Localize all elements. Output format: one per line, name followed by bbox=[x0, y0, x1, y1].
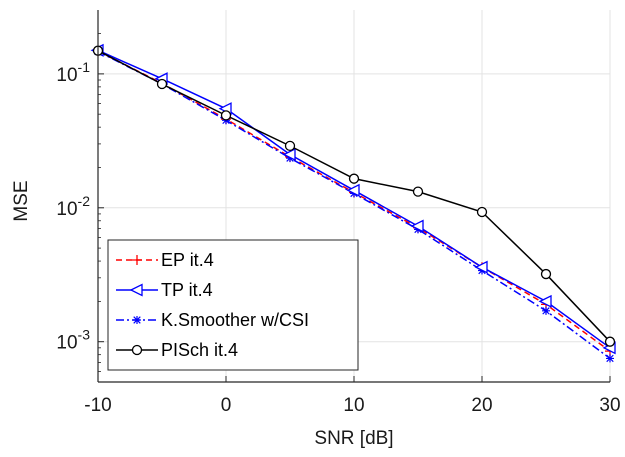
y-tick-label: 10-3 bbox=[56, 327, 90, 354]
data-point bbox=[156, 78, 168, 90]
series-pisch-it-4 bbox=[92, 45, 616, 347]
legend-marker bbox=[129, 283, 143, 297]
data-point bbox=[220, 110, 232, 121]
data-point bbox=[346, 183, 360, 197]
data-point bbox=[348, 173, 360, 184]
x-tick-label: 10 bbox=[343, 395, 364, 416]
x-tick-label: 30 bbox=[599, 395, 620, 416]
data-point bbox=[540, 268, 552, 280]
y-tick-exponent: -2 bbox=[78, 193, 91, 209]
y-tick-exponent: -1 bbox=[78, 59, 91, 75]
y-tick-exponent: -3 bbox=[78, 327, 91, 343]
axes bbox=[97, 10, 611, 383]
legend-entry: K.Smoother w/CSI bbox=[116, 310, 309, 330]
data-point bbox=[474, 260, 488, 274]
legend-label: K.Smoother w/CSI bbox=[161, 310, 309, 330]
data-point bbox=[282, 147, 296, 162]
data-point bbox=[284, 140, 296, 152]
legend-marker bbox=[133, 316, 141, 324]
legend-marker bbox=[132, 255, 142, 265]
legend-label: TP it.4 bbox=[161, 280, 213, 300]
legend-box bbox=[107, 239, 359, 371]
x-tick-label: -10 bbox=[84, 395, 111, 416]
data-point bbox=[538, 294, 552, 308]
y-tick-base: 10 bbox=[56, 333, 77, 354]
data-point bbox=[606, 354, 614, 363]
legend-marker bbox=[131, 344, 143, 356]
data-point bbox=[412, 186, 424, 197]
data-point bbox=[542, 306, 550, 315]
x-tick-label: 20 bbox=[471, 395, 492, 416]
series-layer bbox=[90, 43, 616, 363]
legend-entry: TP it.4 bbox=[116, 280, 213, 300]
data-point bbox=[604, 336, 616, 347]
legend-label: EP it.4 bbox=[161, 250, 214, 270]
data-point bbox=[476, 206, 488, 218]
legend-entry: EP it.4 bbox=[116, 250, 214, 270]
x-tick-label: 0 bbox=[221, 395, 232, 416]
y-tick-label: 10-2 bbox=[56, 193, 90, 220]
legend-entry: PISch it.4 bbox=[116, 340, 238, 360]
y-tick-base: 10 bbox=[56, 65, 77, 86]
legend: EP it.4 TP it.4 K.Smoother w/CSI PISch it.4 bbox=[107, 239, 359, 371]
y-tick-label: 10-1 bbox=[56, 59, 90, 86]
legend-label: PISch it.4 bbox=[161, 340, 238, 360]
data-point bbox=[410, 219, 424, 233]
y-axis-label: MSE bbox=[11, 180, 32, 221]
x-axis-label: SNR [dB] bbox=[314, 428, 393, 449]
y-tick-base: 10 bbox=[56, 199, 77, 220]
